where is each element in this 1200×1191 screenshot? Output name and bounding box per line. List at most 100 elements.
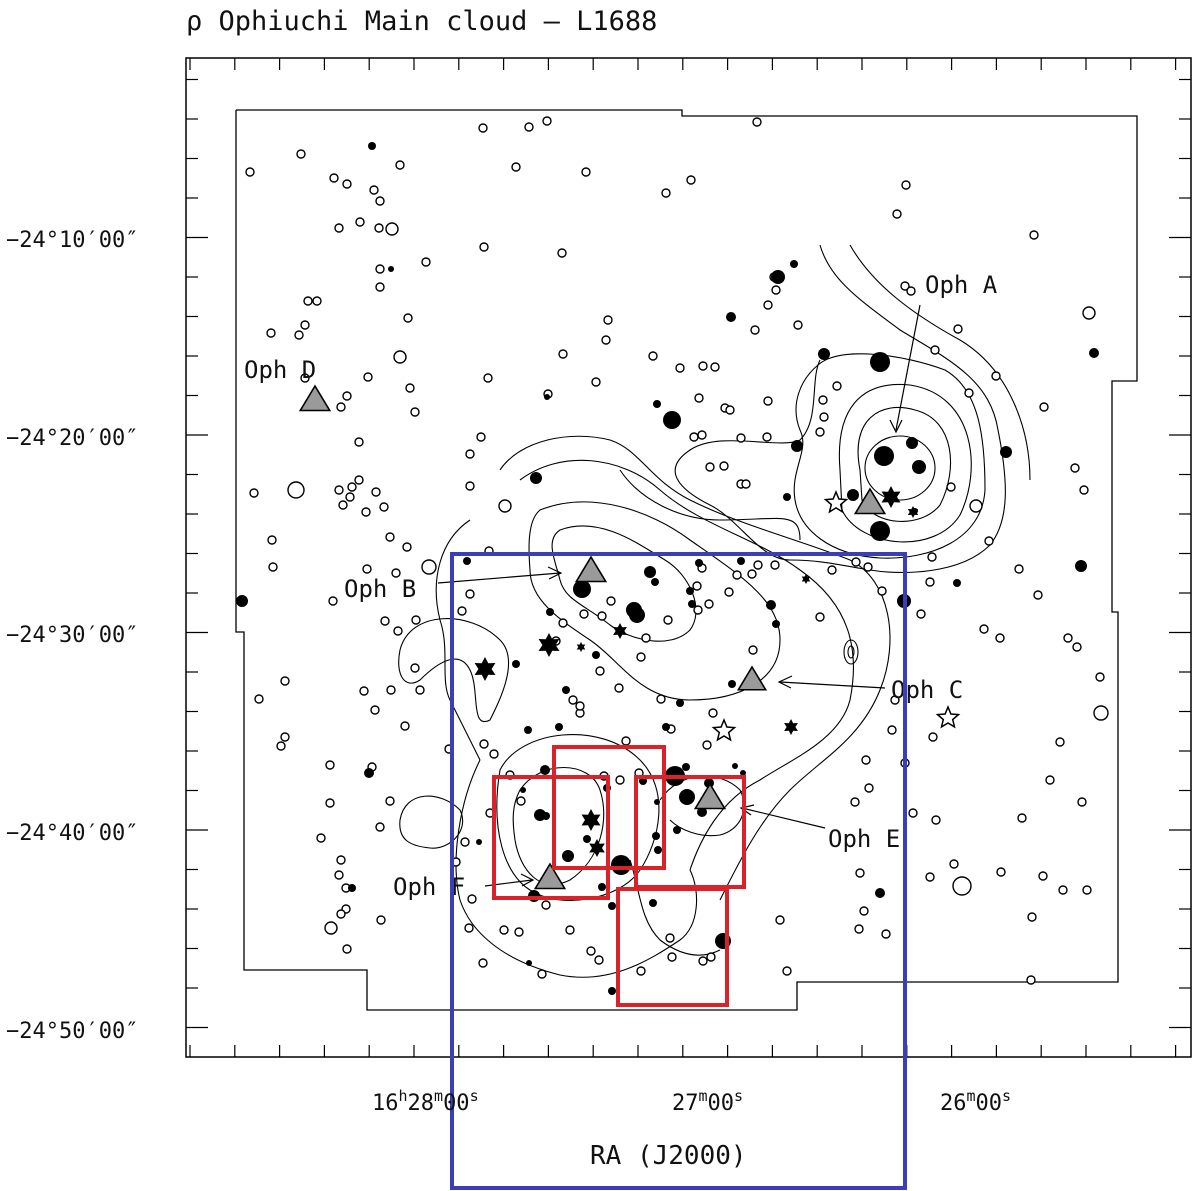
source-filled-circle <box>644 566 656 578</box>
source-open-circle <box>363 372 373 382</box>
source-filled-circle <box>1075 560 1087 572</box>
source-open-circle <box>686 175 696 185</box>
source-open-circle <box>665 933 675 943</box>
source-open-circle <box>393 350 407 364</box>
source-filled-circle <box>629 607 645 623</box>
source-open-circle <box>908 808 918 818</box>
source-filled-circle <box>732 763 738 769</box>
source-open-circle <box>268 562 278 572</box>
source-star-burst <box>613 623 627 639</box>
source-open-circle <box>479 242 489 252</box>
source-open-circle <box>815 427 825 437</box>
source-star-burst <box>581 809 601 831</box>
source-open-circle <box>925 577 935 587</box>
source-open-circle <box>266 328 276 338</box>
source-open-circle <box>334 485 344 495</box>
core-triangle <box>736 665 768 691</box>
source-open-circle <box>597 611 607 621</box>
source-open-circle <box>925 872 935 882</box>
source-open-circle <box>1026 975 1036 985</box>
source-open-circle <box>1039 402 1049 412</box>
source-open-circle <box>334 223 344 233</box>
source-filled-circle <box>906 437 918 449</box>
source-open-circle <box>710 362 720 372</box>
source-open-circle <box>594 955 604 965</box>
source-open-circle <box>498 499 512 513</box>
source-open-circle <box>361 507 371 517</box>
source-open-circle <box>615 775 625 785</box>
source-open-star <box>711 718 737 742</box>
source-filled-circle <box>676 699 684 707</box>
source-open-star <box>823 490 849 514</box>
source-open-circle <box>706 952 716 962</box>
source-open-circle <box>478 958 488 968</box>
source-filled-circle <box>737 557 745 565</box>
source-open-circle <box>400 721 410 731</box>
source-open-circle <box>411 615 421 625</box>
source-open-circle <box>415 685 425 695</box>
source-open-circle <box>863 562 873 572</box>
source-filled-circle <box>649 899 657 907</box>
source-filled-circle <box>544 394 550 400</box>
source-open-circle <box>763 300 773 310</box>
label-oph-c: Oph C <box>891 676 963 704</box>
source-open-circle <box>579 609 589 619</box>
source-open-circle <box>336 402 346 412</box>
source-open-star <box>935 705 961 729</box>
label-oph-e: Oph E <box>828 825 900 853</box>
source-filled-circle <box>695 559 703 567</box>
source-open-circle <box>697 430 707 440</box>
source-open-circle <box>1027 912 1037 922</box>
source-star-burst <box>801 574 811 584</box>
source-filled-circle <box>726 312 736 322</box>
label-oph-f: Oph F <box>393 873 465 901</box>
source-open-circle <box>636 966 646 976</box>
ra-tick-labels: 16h28m00s 27m00s 26m00s <box>372 1087 1011 1116</box>
source-open-circle <box>595 666 605 676</box>
source-filled-circle <box>520 787 526 793</box>
source-filled-circle <box>697 807 707 817</box>
source-open-circle <box>328 596 338 606</box>
source-open-circle <box>376 915 386 925</box>
source-open-circle <box>621 736 631 746</box>
source-filled-circle <box>772 620 780 628</box>
source-star-burst <box>589 839 605 857</box>
dec-tick-label: −24°30′00″ <box>6 623 138 648</box>
source-open-circle <box>931 815 941 825</box>
source-open-circle <box>614 683 624 693</box>
survey-boundary <box>235 109 1138 1011</box>
core-triangle <box>574 555 608 583</box>
source-filled-circle <box>766 600 776 610</box>
source-filled-circle <box>530 472 542 484</box>
source-filled-circle <box>783 493 791 501</box>
source-open-circle <box>793 320 803 330</box>
source-filled-circle <box>874 446 894 466</box>
source-open-circle <box>325 798 335 808</box>
source-open-circle <box>347 482 357 492</box>
source-open-circle <box>819 412 829 422</box>
source-open-circle <box>403 313 413 323</box>
source-open-circle <box>457 606 467 616</box>
source-filled-circle <box>540 765 550 775</box>
source-open-circle <box>953 324 963 334</box>
source-filled-circle <box>598 883 606 891</box>
source-filled-circle <box>673 826 681 834</box>
source-star-burst <box>474 657 496 681</box>
source-open-circle <box>606 596 616 606</box>
source-open-circle <box>325 760 335 770</box>
source-open-circle <box>1072 642 1082 652</box>
source-open-circle <box>1070 463 1080 473</box>
source-open-circle <box>499 925 509 935</box>
source-filled-circle <box>686 587 694 595</box>
source-open-circle <box>565 925 575 935</box>
source-open-circle <box>979 624 989 634</box>
source-open-circle <box>752 117 762 127</box>
source-open-circle <box>355 217 365 227</box>
source-filled-circle <box>236 595 248 607</box>
ra-tick-label: 26m00s <box>940 1087 1011 1116</box>
source-open-circle <box>661 188 671 198</box>
source-open-circle <box>375 282 385 292</box>
source-open-circle <box>393 626 403 636</box>
source-open-circle <box>859 906 869 916</box>
source-open-circle <box>479 739 489 749</box>
